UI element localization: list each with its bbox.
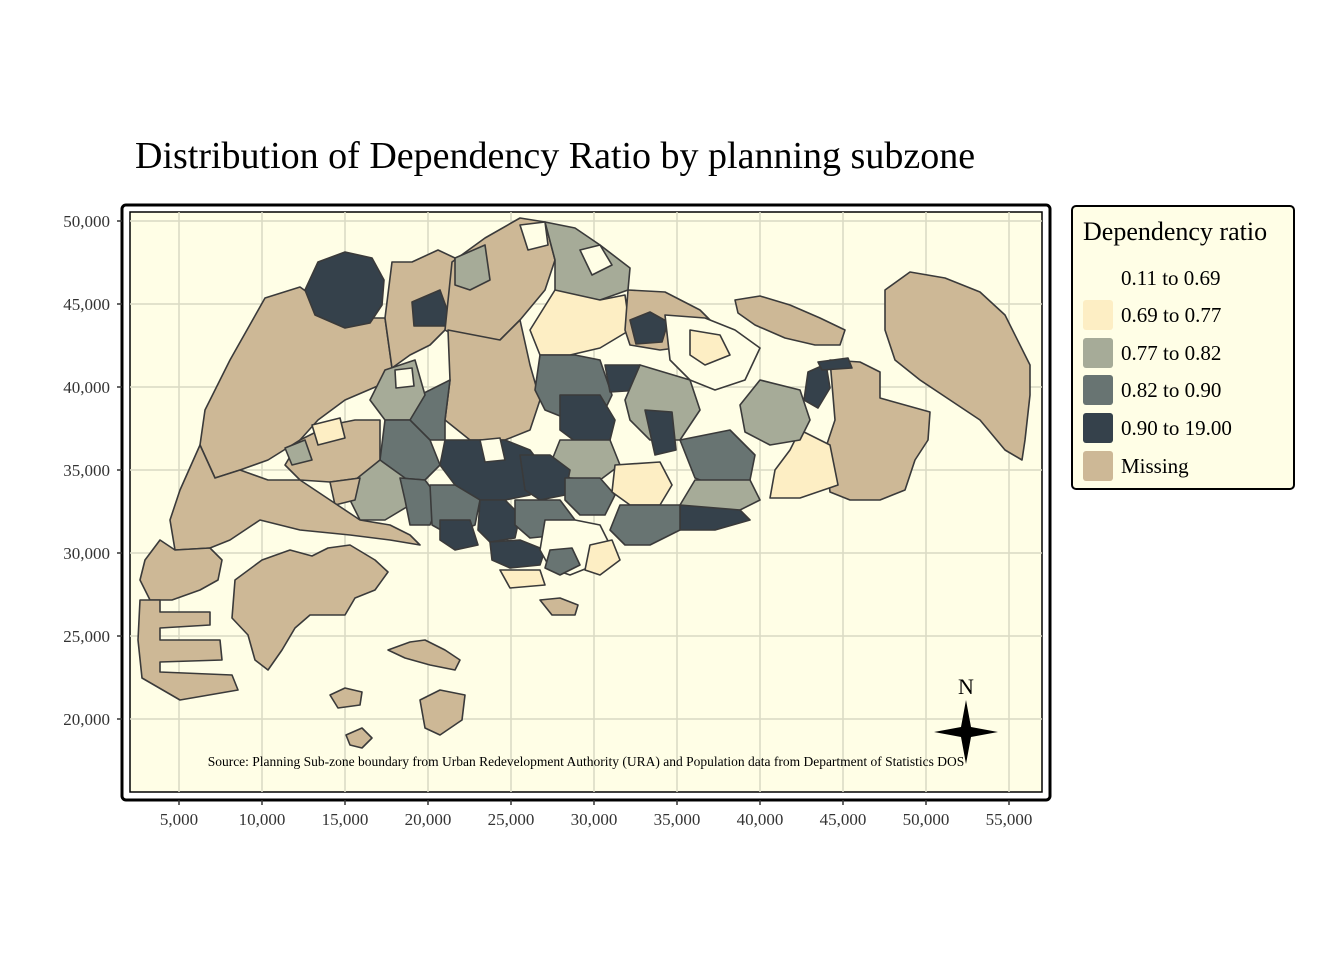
legend-item: 0.90 to 19.00 [1083,413,1232,443]
legend-swatch [1083,338,1113,368]
region-changi-bay [769,429,839,499]
legend-swatch [1083,300,1113,330]
tick-marks [117,220,1010,805]
x-tick-label: 55,000 [986,810,1033,829]
y-tick-label: 40,000 [63,378,110,397]
x-tick-label: 15,000 [322,810,369,829]
compass-star-icon [934,700,998,764]
region-woodlands-d [519,221,549,251]
region-jurong-east [349,459,411,521]
y-tick-label: 20,000 [63,710,110,729]
region-southern-island-b [419,689,466,736]
region-kallang [564,477,616,516]
legend-item: 0.69 to 0.77 [1083,300,1221,330]
legend-item: 0.11 to 0.69 [1083,263,1221,293]
region-geylang [611,461,673,506]
region-woodlands-c [454,244,491,291]
region-clementi-b [439,519,479,551]
region-queenstown [477,499,521,543]
y-tick-label: 35,000 [63,461,110,480]
region-loyang [817,357,853,371]
legend-swatch [1083,263,1113,293]
legend-label: 0.77 to 0.82 [1121,340,1222,365]
x-tick-label: 10,000 [239,810,286,829]
region-pulau-tekong [884,271,1031,461]
y-tick-label: 45,000 [63,295,110,314]
legend-item: 0.82 to 0.90 [1083,375,1221,405]
legend-swatch [1083,375,1113,405]
region-sentosa [539,597,579,616]
region-jurong-west-b [284,439,313,466]
legend-item: 0.77 to 0.82 [1083,338,1221,368]
region-outram [544,547,581,576]
region-tuas-west [139,539,223,601]
region-hougang-b [644,409,677,456]
region-yishun [529,289,631,356]
region-southern-island-c [329,687,363,709]
region-choa-chu-kang-b [394,367,415,389]
legend-item: Missing [1083,451,1189,481]
legend-swatch [1083,413,1113,443]
legend: Dependency ratio 0.11 to 0.69 0.69 to 0.… [1071,205,1295,490]
region-marina [584,539,621,576]
region-southern-island-a [387,639,461,671]
region-bukit-timah-b [479,437,506,463]
region-bukit-timah [439,439,546,501]
source-note: Source: Planning Sub-zone boundary from … [208,754,965,769]
legend-label: 0.90 to 19.00 [1121,415,1232,440]
north-label: N [958,674,974,699]
x-tick-label: 40,000 [737,810,784,829]
legend-label: Missing [1121,453,1189,478]
region-marine-parade [609,504,681,546]
region-tuas-south [137,599,239,701]
region-jurong-island [231,544,389,671]
north-arrow: N [934,674,998,764]
y-tick-label: 25,000 [63,627,110,646]
region-kranji [304,251,385,329]
x-tick-label: 50,000 [903,810,950,829]
region-simpang [579,244,613,276]
region-bukit-merah [489,539,546,569]
map-frame [120,203,1052,802]
map-title: Distribution of Dependency Ratio by plan… [135,135,976,177]
x-tick-label: 5,000 [160,810,198,829]
region-southern-island-d [345,727,373,749]
x-tick-label: 35,000 [654,810,701,829]
region-jurong-west-c [311,417,346,446]
region-west-coast [329,477,361,506]
legend-label: 0.11 to 0.69 [1121,265,1221,290]
legend-title: Dependency ratio [1083,217,1268,246]
y-tick-label: 50,000 [63,212,110,231]
legend-label: 0.82 to 0.90 [1121,377,1222,402]
x-tick-label: 20,000 [405,810,452,829]
region-sentosa-link [499,569,546,589]
x-tick-label: 30,000 [571,810,618,829]
x-tick-label: 45,000 [820,810,867,829]
region-tampines [739,379,811,446]
legend-swatch [1083,451,1113,481]
region-punggol-b [689,329,731,366]
region-seletar-dark [629,311,669,345]
region-pulau-ubin [734,295,846,346]
subzone-polygons [137,217,1031,749]
x-tick-label: 25,000 [488,810,535,829]
y-tick-label: 30,000 [63,544,110,563]
legend-label: 0.69 to 0.77 [1121,302,1222,327]
